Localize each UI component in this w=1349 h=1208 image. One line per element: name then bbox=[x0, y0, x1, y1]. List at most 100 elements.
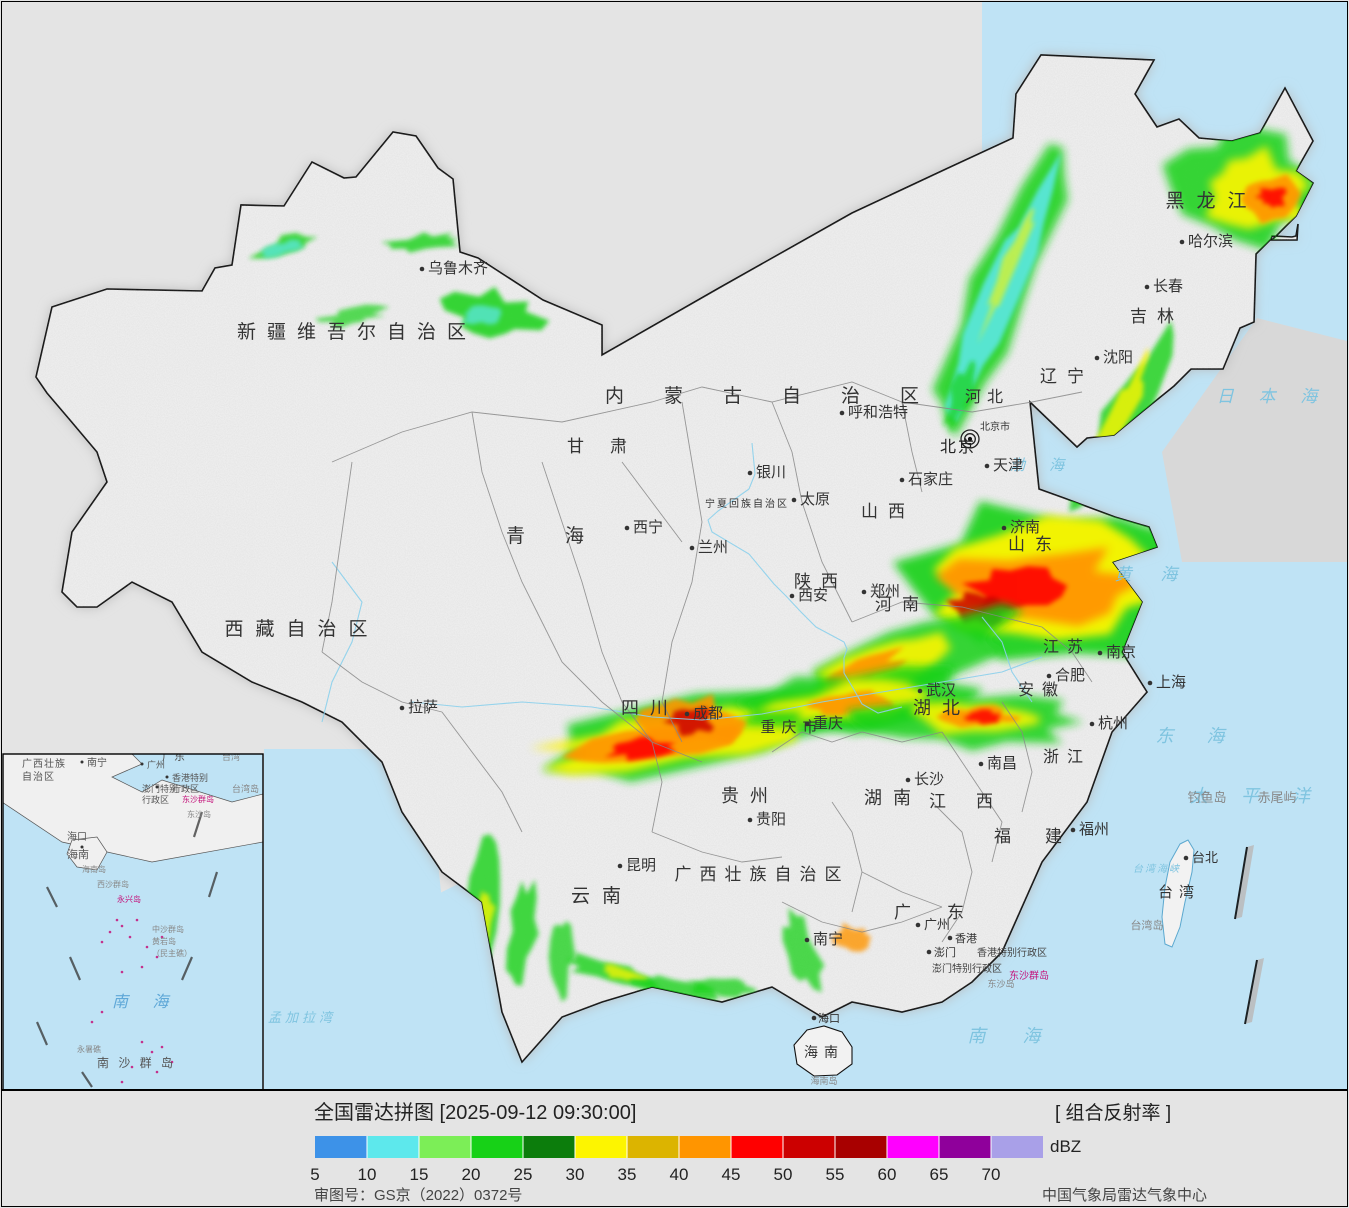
svg-text:香港: 香港 bbox=[955, 932, 977, 945]
svg-text:赤尾屿: 赤尾屿 bbox=[1257, 790, 1296, 805]
svg-text:昆明: 昆明 bbox=[626, 857, 656, 874]
svg-text:武汉: 武汉 bbox=[926, 682, 956, 699]
svg-text:钓鱼岛: 钓鱼岛 bbox=[1187, 790, 1226, 805]
svg-text:贵阳: 贵阳 bbox=[756, 811, 786, 828]
svg-text:65: 65 bbox=[930, 1165, 949, 1184]
svg-text:海南: 海南 bbox=[804, 1044, 844, 1060]
svg-text:拉萨: 拉萨 bbox=[408, 699, 438, 716]
svg-text:广州: 广州 bbox=[147, 759, 165, 770]
svg-text:海南岛: 海南岛 bbox=[82, 864, 106, 874]
svg-text:成都: 成都 bbox=[693, 705, 723, 722]
svg-text:西沙群岛: 西沙群岛 bbox=[97, 879, 129, 889]
svg-text:东沙岛: 东沙岛 bbox=[187, 809, 211, 819]
svg-text:东沙群岛: 东沙群岛 bbox=[182, 794, 214, 804]
svg-text:北京: 北京 bbox=[940, 438, 976, 456]
svg-text:浙江: 浙江 bbox=[1043, 748, 1091, 766]
svg-text:中沙群岛: 中沙群岛 bbox=[152, 924, 184, 934]
svg-text:永暑礁: 永暑礁 bbox=[77, 1044, 101, 1054]
svg-text:银川: 银川 bbox=[756, 464, 786, 481]
svg-text:北京市: 北京市 bbox=[980, 420, 1010, 433]
svg-text:海口: 海口 bbox=[818, 1011, 840, 1025]
svg-text:重庆: 重庆 bbox=[813, 715, 843, 732]
svg-text:[ 组合反射率 ]: [ 组合反射率 ] bbox=[1055, 1102, 1171, 1124]
svg-text:江西: 江西 bbox=[929, 792, 1023, 811]
svg-text:广西壮族自治区: 广西壮族自治区 bbox=[675, 865, 850, 884]
svg-text:南宁: 南宁 bbox=[813, 931, 843, 948]
svg-text:贵州: 贵州 bbox=[721, 786, 779, 806]
svg-text:黄岩岛: 黄岩岛 bbox=[152, 936, 176, 946]
svg-text:台湾海峡: 台湾海峡 bbox=[1133, 863, 1181, 875]
svg-text:海南: 海南 bbox=[67, 847, 89, 861]
svg-text:南 沙 群 岛: 南 沙 群 岛 bbox=[97, 1055, 176, 1070]
svg-text:上海: 上海 bbox=[1156, 674, 1186, 691]
svg-text:孟加拉湾: 孟加拉湾 bbox=[268, 1010, 336, 1025]
svg-text:宁夏回族自治区: 宁夏回族自治区 bbox=[705, 497, 789, 510]
svg-text:25: 25 bbox=[514, 1165, 533, 1184]
svg-text:行政区: 行政区 bbox=[142, 794, 169, 805]
svg-text:南昌: 南昌 bbox=[987, 755, 1017, 772]
svg-text:10: 10 bbox=[358, 1165, 377, 1184]
svg-text:石家庄: 石家庄 bbox=[908, 470, 953, 488]
svg-text:沈阳: 沈阳 bbox=[1103, 349, 1133, 366]
svg-text:香港特别: 香港特别 bbox=[172, 772, 208, 783]
svg-text:东沙岛: 东沙岛 bbox=[987, 978, 1014, 989]
svg-text:青海: 青海 bbox=[506, 525, 624, 547]
svg-text:35: 35 bbox=[618, 1165, 637, 1184]
svg-text:15: 15 bbox=[410, 1165, 429, 1184]
svg-text:60: 60 bbox=[878, 1165, 897, 1184]
svg-text:南京: 南京 bbox=[1106, 644, 1136, 661]
svg-text:台湾岛: 台湾岛 bbox=[1131, 918, 1164, 932]
svg-text:20: 20 bbox=[462, 1165, 481, 1184]
svg-text:南 海: 南 海 bbox=[967, 1026, 1056, 1046]
svg-text:5: 5 bbox=[310, 1165, 319, 1184]
svg-text:（民主礁）: （民主礁） bbox=[152, 948, 192, 958]
svg-text:杭州: 杭州 bbox=[1098, 715, 1128, 732]
svg-text:dBZ: dBZ bbox=[1050, 1137, 1081, 1156]
svg-text:西宁: 西宁 bbox=[633, 519, 663, 536]
svg-text:长春: 长春 bbox=[1153, 278, 1183, 295]
svg-text:合肥: 合肥 bbox=[1055, 667, 1085, 684]
svg-text:南宁: 南宁 bbox=[87, 756, 107, 769]
svg-text:呼和浩特: 呼和浩特 bbox=[848, 404, 908, 421]
svg-text:太原: 太原 bbox=[800, 491, 830, 508]
svg-text:湖南: 湖南 bbox=[864, 788, 922, 808]
svg-text:台湾岛: 台湾岛 bbox=[232, 783, 259, 794]
svg-text:台湾: 台湾 bbox=[1158, 884, 1200, 901]
svg-text:黑龙江: 黑龙江 bbox=[1165, 190, 1258, 212]
svg-text:甘肃: 甘肃 bbox=[567, 437, 653, 456]
svg-text:长沙: 长沙 bbox=[914, 771, 944, 788]
svg-text:河北: 河北 bbox=[965, 388, 1009, 406]
svg-text:澎门: 澎门 bbox=[934, 945, 956, 959]
svg-text:广西壮族: 广西壮族 bbox=[22, 757, 66, 770]
svg-text:山东: 山东 bbox=[1008, 535, 1062, 554]
svg-text:全国雷达拼图 [2025-09-12 09:30:00]: 全国雷达拼图 [2025-09-12 09:30:00] bbox=[314, 1101, 636, 1124]
svg-text:东 海: 东 海 bbox=[1155, 726, 1238, 746]
svg-text:兰州: 兰州 bbox=[698, 539, 728, 556]
svg-text:吉林: 吉林 bbox=[1130, 307, 1184, 326]
svg-text:45: 45 bbox=[722, 1165, 741, 1184]
svg-text:哈尔滨: 哈尔滨 bbox=[1188, 233, 1233, 250]
svg-text:台北: 台北 bbox=[1192, 850, 1218, 865]
svg-text:永兴岛: 永兴岛 bbox=[117, 894, 141, 904]
svg-text:中国气象局雷达气象中心: 中国气象局雷达气象中心 bbox=[1042, 1187, 1207, 1204]
svg-text:山西: 山西 bbox=[861, 502, 915, 521]
svg-text:55: 55 bbox=[826, 1165, 845, 1184]
svg-text:海口: 海口 bbox=[67, 830, 87, 843]
svg-text:新疆维吾尔自治区: 新疆维吾尔自治区 bbox=[237, 321, 477, 343]
svg-text:江苏: 江苏 bbox=[1043, 638, 1091, 656]
svg-text:郑州: 郑州 bbox=[870, 583, 900, 600]
svg-text:香港特别行政区: 香港特别行政区 bbox=[977, 946, 1047, 959]
svg-text:40: 40 bbox=[670, 1165, 689, 1184]
svg-text:广州: 广州 bbox=[924, 917, 950, 932]
svg-text:50: 50 bbox=[774, 1165, 793, 1184]
svg-text:西安: 西安 bbox=[798, 587, 828, 604]
svg-text:乌鲁木齐: 乌鲁木齐 bbox=[428, 260, 488, 277]
svg-text:云南: 云南 bbox=[571, 885, 633, 907]
svg-text:日 本 海: 日 本 海 bbox=[1217, 387, 1327, 406]
svg-text:审图号：GS京（2022）0372号: 审图号：GS京（2022）0372号 bbox=[314, 1187, 522, 1204]
svg-text:四川: 四川 bbox=[621, 698, 679, 718]
svg-text:天津: 天津 bbox=[993, 457, 1023, 474]
svg-text:30: 30 bbox=[566, 1165, 585, 1184]
svg-text:自治区: 自治区 bbox=[22, 770, 55, 783]
svg-text:辽宁: 辽宁 bbox=[1040, 367, 1094, 386]
